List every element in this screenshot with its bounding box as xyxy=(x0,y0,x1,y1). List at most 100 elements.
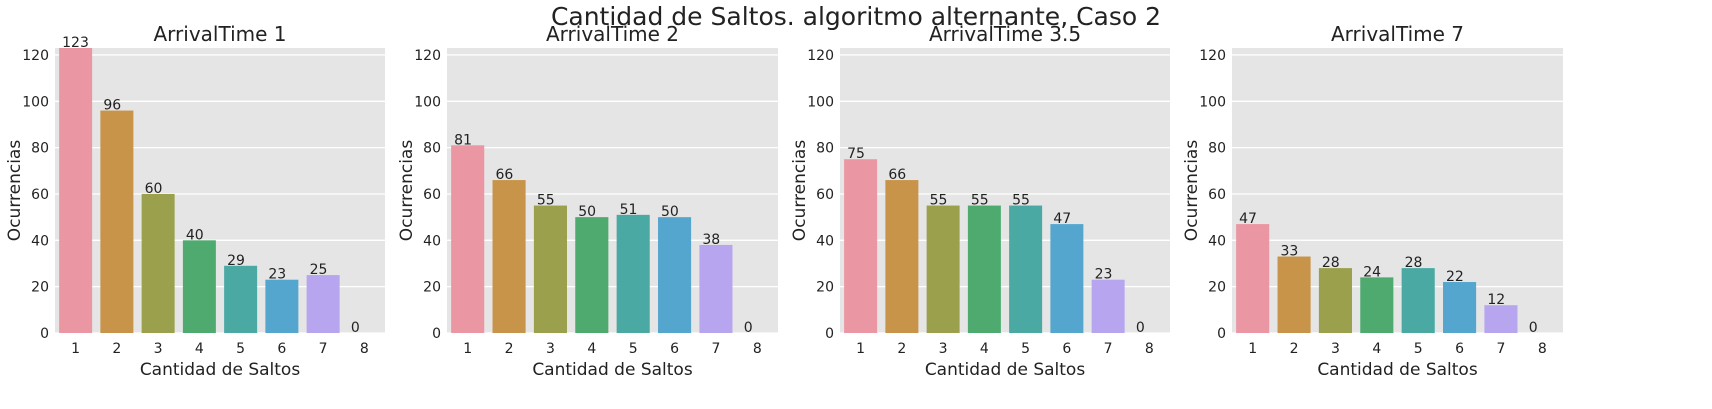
bar xyxy=(1484,305,1518,333)
y-tick-label: 120 xyxy=(22,48,49,64)
data-label: 24 xyxy=(1363,264,1381,280)
y-tick-label: 100 xyxy=(414,94,441,110)
x-tick-label: 2 xyxy=(112,341,121,357)
x-tick-label: 6 xyxy=(1455,341,1464,357)
data-label: 38 xyxy=(702,232,720,248)
bar xyxy=(182,240,216,333)
bar xyxy=(575,217,609,333)
x-tick-label: 4 xyxy=(1372,341,1381,357)
y-tick-label: 60 xyxy=(1208,187,1226,203)
figure-title: Cantidad de Saltos. algoritmo alternante… xyxy=(550,2,1162,31)
x-tick-label: 7 xyxy=(711,341,720,357)
bar xyxy=(1236,224,1270,333)
data-label: 0 xyxy=(1529,320,1538,336)
y-tick-label: 60 xyxy=(423,187,441,203)
y-tick-label: 40 xyxy=(423,233,441,249)
y-axis-label: Ocurrencias xyxy=(5,140,25,242)
bar xyxy=(844,159,878,333)
y-tick-label: 100 xyxy=(807,94,834,110)
bar xyxy=(492,180,526,333)
y-tick-label: 0 xyxy=(825,326,834,342)
x-tick-label: 6 xyxy=(1062,341,1071,357)
bar xyxy=(100,110,134,333)
bar xyxy=(616,214,650,333)
bar xyxy=(265,279,299,333)
data-label: 50 xyxy=(578,204,596,220)
y-tick-label: 120 xyxy=(414,48,441,64)
data-label: 55 xyxy=(537,193,555,209)
x-tick-label: 8 xyxy=(753,341,762,357)
y-tick-label: 100 xyxy=(1199,94,1226,110)
x-tick-label: 7 xyxy=(1496,341,1505,357)
x-tick-label: 5 xyxy=(1414,341,1423,357)
x-tick-label: 7 xyxy=(319,341,328,357)
y-tick-label: 20 xyxy=(423,280,441,296)
bar xyxy=(1401,268,1435,333)
data-label: 28 xyxy=(1322,255,1340,271)
subplot-title: ArrivalTime 2 xyxy=(546,22,679,46)
y-tick-label: 80 xyxy=(423,141,441,157)
y-tick-label: 100 xyxy=(22,94,49,110)
bar xyxy=(224,265,258,333)
bar xyxy=(1277,256,1311,333)
y-tick-label: 20 xyxy=(1208,280,1226,296)
bar xyxy=(699,244,733,333)
y-tick-label: 120 xyxy=(1199,48,1226,64)
data-label: 47 xyxy=(1053,211,1071,227)
x-tick-label: 1 xyxy=(1248,341,1257,357)
subplot-title: ArrivalTime 1 xyxy=(153,22,286,46)
bar xyxy=(1050,224,1084,333)
x-axis-label: Cantidad de Saltos xyxy=(925,360,1086,380)
bar xyxy=(967,205,1001,333)
x-tick-label: 3 xyxy=(939,341,948,357)
data-label: 81 xyxy=(454,132,472,148)
x-tick-label: 6 xyxy=(670,341,679,357)
data-label: 25 xyxy=(310,262,328,278)
y-tick-label: 80 xyxy=(816,141,834,157)
y-tick-label: 120 xyxy=(807,48,834,64)
data-label: 75 xyxy=(847,146,865,162)
y-tick-label: 80 xyxy=(31,141,49,157)
subplot-title: ArrivalTime 7 xyxy=(1331,22,1464,46)
data-label: 29 xyxy=(227,253,245,269)
data-label: 12 xyxy=(1487,292,1505,308)
y-axis-label: Ocurrencias xyxy=(397,140,417,242)
y-tick-label: 0 xyxy=(432,326,441,342)
bar xyxy=(451,145,485,333)
data-label: 51 xyxy=(620,202,638,218)
data-label: 60 xyxy=(145,181,163,197)
x-tick-label: 2 xyxy=(897,341,906,357)
y-tick-label: 0 xyxy=(40,326,49,342)
data-label: 23 xyxy=(268,267,286,283)
x-axis-label: Cantidad de Saltos xyxy=(1317,360,1478,380)
bar xyxy=(59,48,93,333)
data-label: 0 xyxy=(351,320,360,336)
x-tick-label: 5 xyxy=(1021,341,1030,357)
bar xyxy=(658,217,692,333)
x-tick-label: 1 xyxy=(71,341,80,357)
y-tick-label: 40 xyxy=(31,233,49,249)
x-tick-label: 8 xyxy=(1145,341,1154,357)
x-axis-label: Cantidad de Saltos xyxy=(532,360,693,380)
data-label: 47 xyxy=(1239,211,1257,227)
y-tick-label: 60 xyxy=(816,187,834,203)
y-tick-label: 0 xyxy=(1217,326,1226,342)
x-tick-label: 4 xyxy=(980,341,989,357)
bar xyxy=(306,275,340,333)
x-tick-label: 1 xyxy=(856,341,865,357)
x-tick-label: 1 xyxy=(463,341,472,357)
x-tick-label: 7 xyxy=(1104,341,1113,357)
x-tick-label: 8 xyxy=(360,341,369,357)
x-tick-label: 3 xyxy=(546,341,555,357)
data-label: 0 xyxy=(1136,320,1145,336)
bar xyxy=(533,205,567,333)
data-label: 55 xyxy=(1012,193,1030,209)
data-label: 0 xyxy=(744,320,753,336)
y-tick-label: 20 xyxy=(31,280,49,296)
x-tick-label: 4 xyxy=(587,341,596,357)
bar xyxy=(885,180,919,333)
